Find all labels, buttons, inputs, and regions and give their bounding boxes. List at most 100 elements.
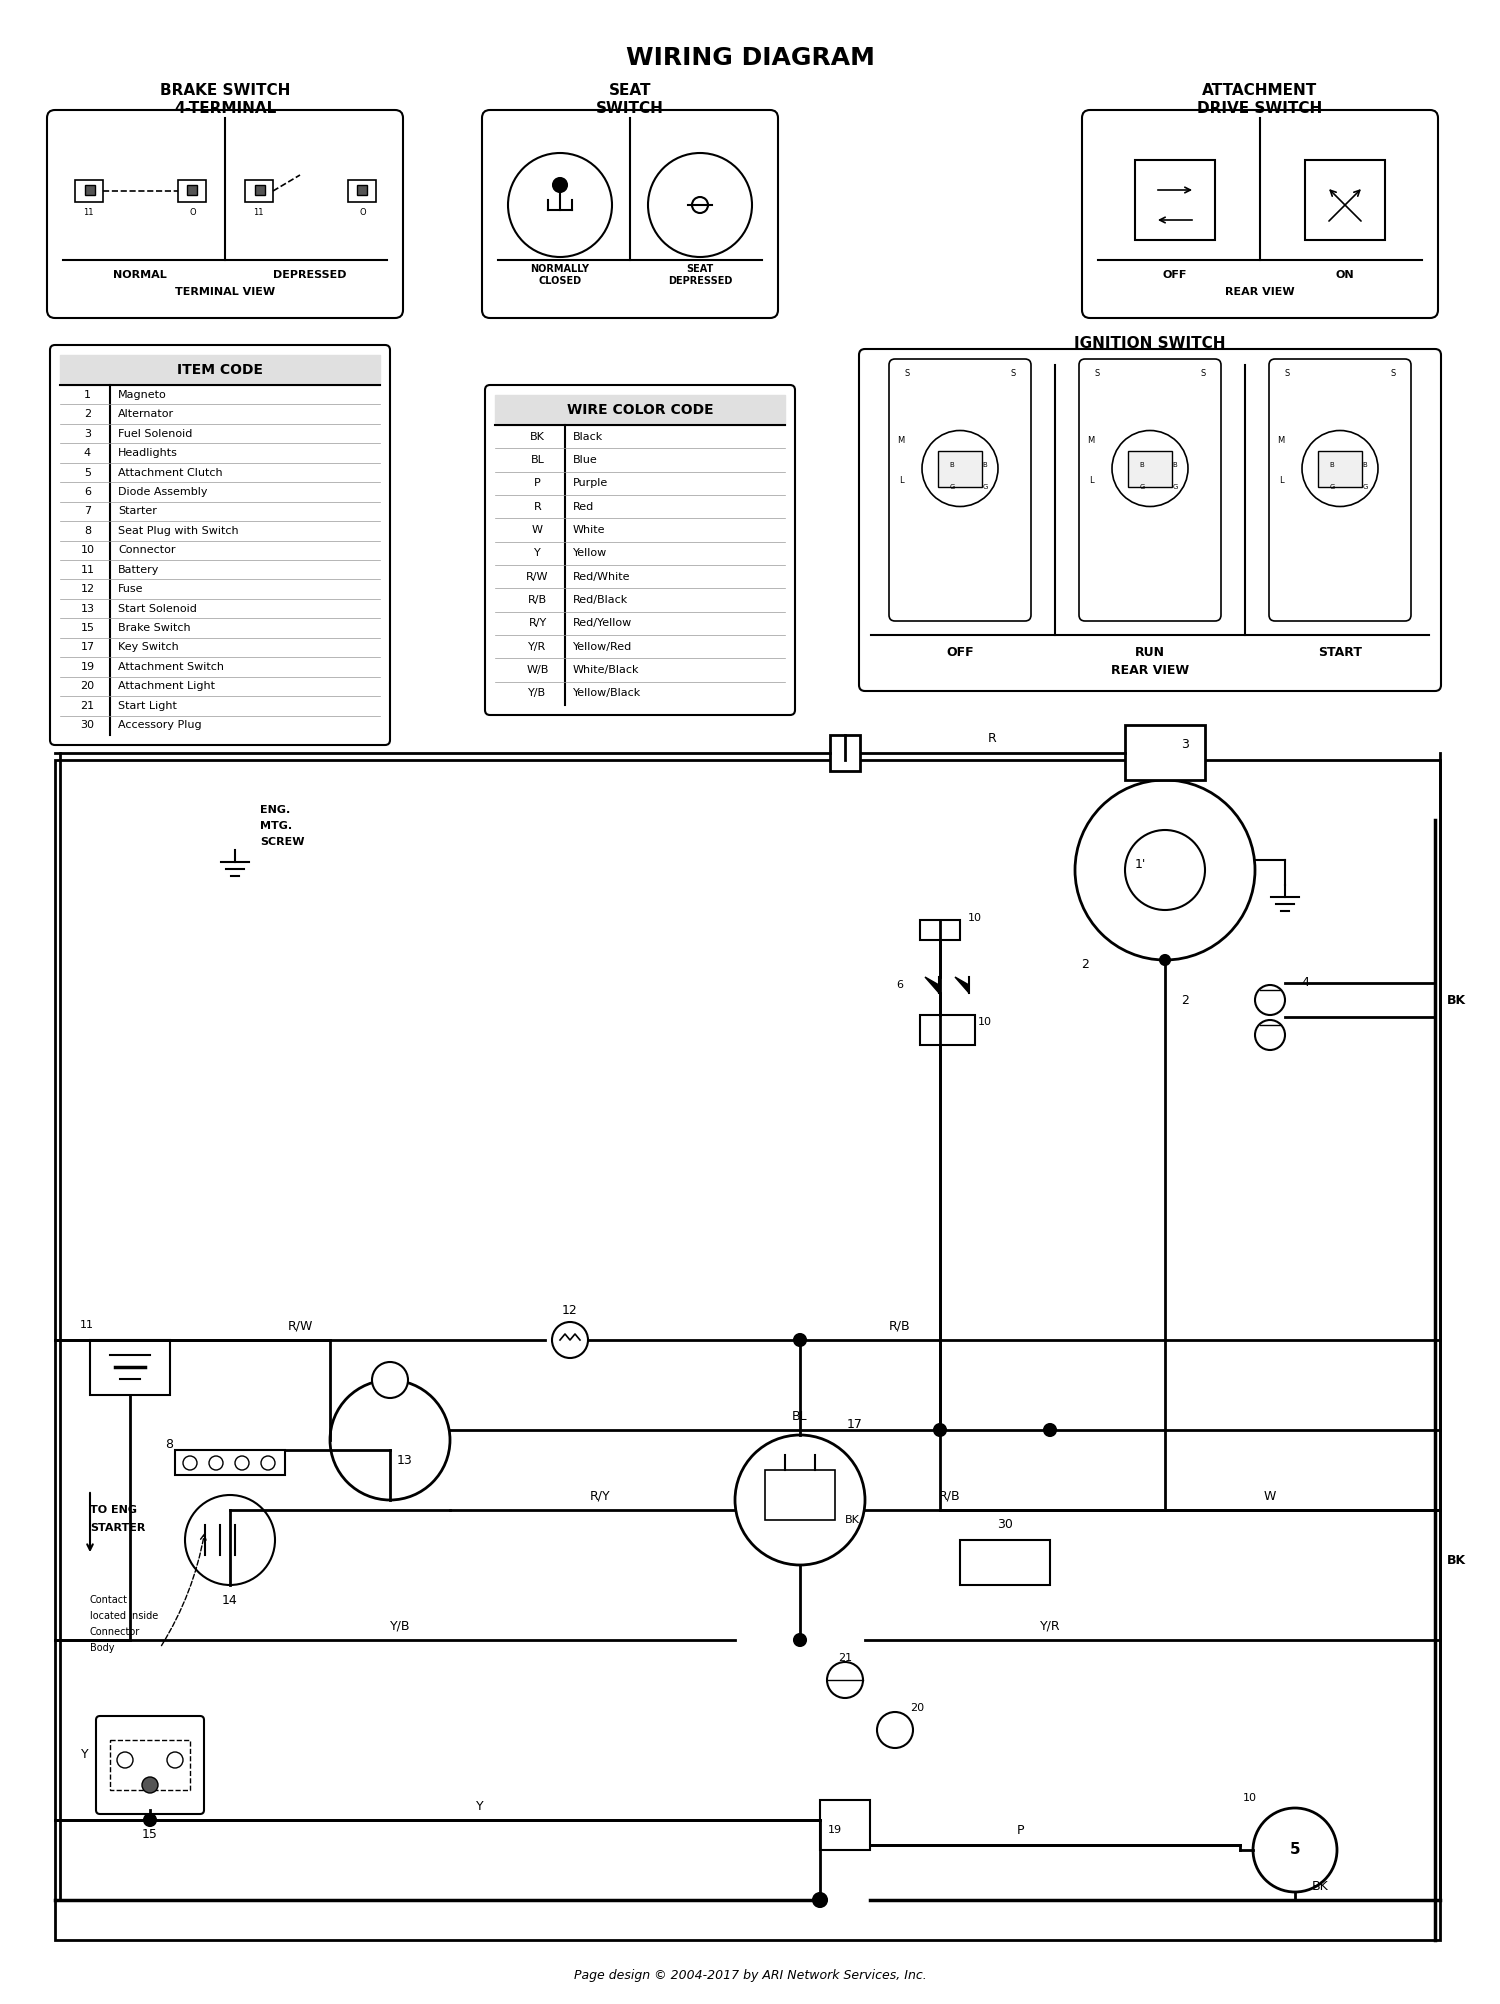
Text: 2: 2 (1082, 958, 1089, 972)
Text: Red/Black: Red/Black (573, 595, 628, 605)
Text: 21: 21 (839, 1653, 852, 1663)
Text: M: M (1088, 437, 1095, 445)
Circle shape (184, 1495, 274, 1585)
Text: Red/Yellow: Red/Yellow (573, 619, 633, 629)
Text: 7: 7 (84, 507, 92, 517)
Text: 5: 5 (84, 467, 92, 477)
Text: DRIVE SWITCH: DRIVE SWITCH (1197, 100, 1323, 116)
Text: Y/R: Y/R (528, 641, 546, 651)
Text: Yellow: Yellow (573, 549, 608, 559)
Text: S: S (1011, 369, 1016, 377)
Circle shape (794, 1633, 806, 1645)
Bar (176, 1451, 285, 1475)
Circle shape (509, 152, 612, 257)
Text: located Inside: located Inside (90, 1611, 159, 1621)
Text: SEAT: SEAT (609, 82, 651, 98)
Text: Y: Y (476, 1800, 484, 1812)
Text: 14: 14 (222, 1593, 238, 1607)
Bar (1136, 160, 1215, 240)
Bar (1125, 725, 1204, 780)
Circle shape (554, 178, 567, 192)
Text: DEPRESSED: DEPRESSED (273, 271, 346, 281)
Text: 8: 8 (165, 1439, 172, 1451)
Text: 1': 1' (1134, 858, 1146, 872)
Text: White: White (573, 525, 606, 535)
Text: IGNITION SWITCH: IGNITION SWITCH (1074, 335, 1226, 351)
Circle shape (330, 1381, 450, 1501)
Circle shape (552, 1323, 588, 1359)
Text: Y: Y (81, 1749, 88, 1762)
Bar (86, 184, 94, 194)
Text: Magneto: Magneto (118, 389, 166, 399)
Circle shape (142, 1778, 158, 1794)
Text: WIRE COLOR CODE: WIRE COLOR CODE (567, 403, 714, 417)
Text: Accessory Plug: Accessory Plug (118, 719, 201, 729)
Text: B: B (950, 461, 954, 467)
Circle shape (1076, 780, 1256, 960)
Text: Attachment Light: Attachment Light (118, 681, 214, 691)
Text: R/B: R/B (528, 595, 548, 605)
FancyBboxPatch shape (890, 359, 1030, 621)
Text: 17: 17 (81, 643, 94, 653)
Text: 20: 20 (81, 681, 94, 691)
Bar (1318, 451, 1362, 487)
Text: Y/B: Y/B (528, 687, 546, 697)
Text: 15: 15 (142, 1828, 158, 1842)
Text: Starter: Starter (118, 507, 158, 517)
Text: Brake Switch: Brake Switch (118, 623, 190, 633)
Text: Diode Assembly: Diode Assembly (118, 487, 207, 497)
Circle shape (1160, 956, 1170, 966)
Text: REAR VIEW: REAR VIEW (1112, 663, 1190, 677)
Text: B: B (1362, 461, 1368, 467)
Text: L: L (1278, 477, 1284, 485)
Text: Start Solenoid: Start Solenoid (118, 603, 196, 613)
FancyBboxPatch shape (1269, 359, 1412, 621)
Circle shape (692, 196, 708, 212)
Text: 4: 4 (84, 449, 92, 459)
Text: BL: BL (792, 1409, 808, 1423)
Text: 10: 10 (81, 545, 94, 555)
Circle shape (1125, 830, 1204, 910)
Circle shape (735, 1435, 866, 1565)
Text: R/W: R/W (288, 1319, 312, 1333)
Circle shape (813, 1894, 826, 1908)
Text: 2: 2 (1180, 994, 1190, 1006)
Text: 6: 6 (84, 487, 92, 497)
Text: Page design © 2004-2017 by ARI Network Services, Inc.: Page design © 2004-2017 by ARI Network S… (573, 1968, 927, 1982)
Text: Battery: Battery (118, 565, 159, 575)
Text: P: P (534, 479, 542, 489)
Bar (920, 920, 960, 940)
Text: Red: Red (573, 501, 594, 511)
Text: SEAT
DEPRESSED: SEAT DEPRESSED (668, 265, 732, 287)
Text: 19: 19 (828, 1826, 842, 1836)
Text: R: R (534, 501, 542, 511)
Text: ON: ON (1335, 271, 1354, 281)
Text: 17: 17 (847, 1419, 862, 1431)
Text: G: G (1329, 483, 1335, 489)
Text: REAR VIEW: REAR VIEW (1226, 287, 1294, 297)
FancyBboxPatch shape (482, 110, 778, 319)
Text: 3: 3 (1180, 739, 1190, 752)
Text: STARTER: STARTER (90, 1523, 146, 1533)
Text: Connector: Connector (90, 1627, 141, 1637)
Text: Red/White: Red/White (573, 571, 630, 581)
Circle shape (166, 1751, 183, 1768)
Circle shape (144, 1814, 156, 1826)
Text: S: S (1284, 369, 1290, 377)
Bar (178, 180, 206, 202)
FancyBboxPatch shape (50, 345, 390, 745)
Text: BK: BK (530, 431, 544, 441)
Circle shape (372, 1363, 408, 1399)
Text: Yellow/Black: Yellow/Black (573, 687, 642, 697)
Circle shape (648, 152, 752, 257)
Circle shape (1256, 986, 1286, 1014)
Bar (357, 184, 368, 194)
Text: M: M (897, 437, 904, 445)
Text: S: S (1095, 369, 1100, 377)
Text: 11: 11 (81, 565, 94, 575)
Circle shape (261, 1457, 274, 1471)
Text: 4: 4 (1300, 976, 1310, 988)
Text: R: R (988, 733, 998, 745)
Text: 11: 11 (252, 208, 264, 216)
Text: 30: 30 (81, 719, 94, 729)
